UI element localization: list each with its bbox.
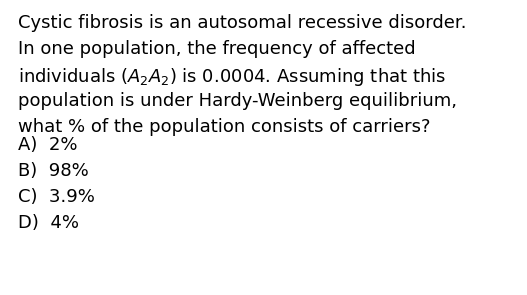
Text: individuals ($A_2A_2$) is 0.0004. Assuming that this: individuals ($A_2A_2$) is 0.0004. Assumi… — [18, 66, 446, 88]
Text: In one population, the frequency of affected: In one population, the frequency of affe… — [18, 40, 416, 58]
Text: B)  98%: B) 98% — [18, 162, 89, 180]
Text: what % of the population consists of carriers?: what % of the population consists of car… — [18, 118, 431, 136]
Text: C)  3.9%: C) 3.9% — [18, 188, 95, 206]
Text: D)  4%: D) 4% — [18, 214, 79, 232]
Text: population is under Hardy-Weinberg equilibrium,: population is under Hardy-Weinberg equil… — [18, 92, 457, 110]
Text: Cystic fibrosis is an autosomal recessive disorder.: Cystic fibrosis is an autosomal recessiv… — [18, 14, 466, 32]
Text: A)  2%: A) 2% — [18, 136, 77, 154]
